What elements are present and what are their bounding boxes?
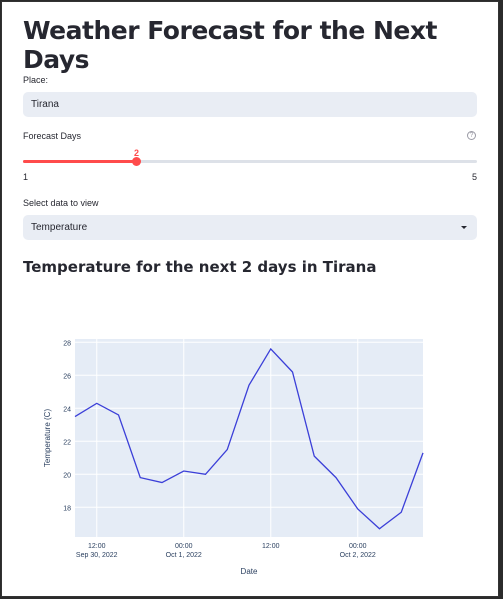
slider-thumb[interactable]: [132, 157, 141, 166]
forecast-days-label: Forecast Days: [23, 131, 82, 141]
place-label: Place:: [23, 75, 49, 85]
x-tick-sublabel: Sep 30, 2022: [76, 552, 118, 559]
x-axis-label: Date: [241, 567, 258, 576]
y-tick-label: 22: [63, 439, 71, 446]
slider-value: 2: [133, 148, 140, 158]
y-axis-label: Temperature (C): [43, 409, 52, 468]
question-circle-icon[interactable]: ?: [467, 131, 476, 140]
temperature-line: [74, 347, 424, 530]
x-tick-label: 12:00: [262, 543, 280, 550]
x-tick-label: 00:00: [349, 543, 367, 550]
slider-track[interactable]: [23, 160, 477, 163]
x-tick-label: 12:00: [88, 543, 106, 550]
plot-area: [75, 339, 423, 537]
x-tick-label: 00:00: [175, 543, 193, 550]
temperature-chart[interactable]: 18 20 22 24 26 28 12:00 Sep 30, 2022 00:00 Oct 1,…: [2, 322, 499, 584]
place-input[interactable]: [23, 92, 477, 117]
y-tick-label: 28: [63, 340, 71, 347]
y-tick-label: 18: [63, 505, 71, 512]
y-tick-label: 24: [63, 406, 71, 413]
data-select[interactable]: Temperature: [23, 215, 477, 240]
y-tick-label: 20: [63, 472, 71, 479]
y-tick-label: 26: [63, 373, 71, 380]
data-select-value: Temperature: [31, 222, 88, 233]
page-title: Weather Forecast for the Next Days: [23, 16, 437, 74]
x-tick-sublabel: Oct 2, 2022: [340, 552, 376, 559]
x-tick-sublabel: Oct 1, 2022: [166, 552, 202, 559]
select-data-label: Select data to view: [23, 198, 99, 208]
caret-down-icon[interactable]: [461, 226, 467, 229]
slider-min-label: 1: [23, 172, 29, 182]
forecast-days-slider[interactable]: 2 1 5: [23, 147, 477, 182]
section-heading: Temperature for the next 2 days in Tiran…: [23, 258, 377, 276]
slider-max-label: 5: [471, 172, 477, 182]
slider-fill: [23, 160, 137, 163]
